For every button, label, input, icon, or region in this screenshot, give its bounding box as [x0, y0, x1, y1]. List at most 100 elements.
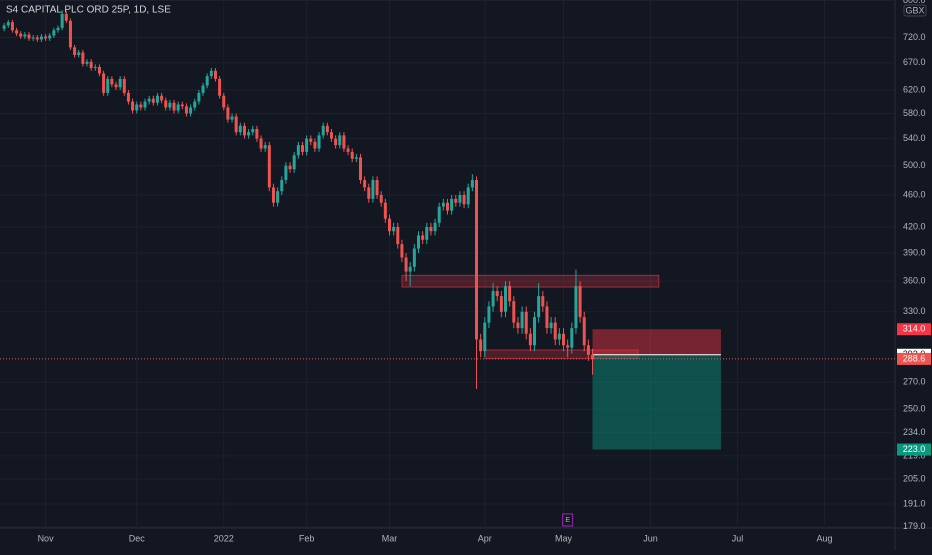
y-tick-label: 460.0 — [903, 189, 926, 199]
candle-body — [10, 22, 14, 31]
candle-body — [2, 25, 6, 29]
candle-body — [512, 301, 516, 323]
candle-body — [329, 132, 333, 139]
candle-body — [458, 194, 462, 203]
candle-body — [574, 286, 578, 329]
candle-body — [582, 317, 586, 346]
x-tick-label: Aug — [817, 533, 833, 543]
y-tick-label: 620.0 — [903, 84, 926, 94]
y-tick-label: 540.0 — [903, 133, 926, 143]
candle-body — [354, 157, 358, 159]
price-label: 288.6 — [903, 353, 926, 363]
price-label-bg — [897, 352, 931, 365]
candle-body — [562, 333, 566, 346]
candle-body — [247, 132, 251, 136]
candle-body — [218, 78, 222, 96]
y-tick-label: 670.0 — [903, 57, 926, 67]
candle-body — [39, 36, 43, 40]
candle-body — [201, 85, 205, 93]
chart-title: S4 CAPITAL PLC ORD 25P, 1D, LSE — [6, 5, 171, 16]
y-tick-label: 270.0 — [903, 377, 926, 387]
candle-body — [48, 35, 52, 39]
candle-body — [425, 226, 429, 240]
candle-body — [255, 128, 259, 139]
candle-body — [288, 165, 292, 170]
candle-body — [383, 202, 387, 219]
candle-body — [516, 322, 520, 329]
candle-body — [470, 180, 474, 188]
candle-body — [56, 27, 60, 31]
candle-body — [23, 34, 27, 37]
candle-body — [155, 95, 159, 103]
candle-body — [483, 322, 487, 352]
y-tick-label: 234.0 — [903, 427, 926, 437]
candle-body — [15, 30, 19, 34]
y-tick-label: 205.0 — [903, 474, 926, 484]
candle-body — [504, 286, 508, 312]
candle-body — [60, 13, 64, 28]
y-tick-label: 500.0 — [903, 160, 926, 170]
candle-body — [242, 125, 246, 136]
candle-body — [106, 78, 110, 93]
candle-body — [131, 101, 135, 111]
candle-body — [300, 145, 304, 152]
candle-body — [197, 92, 201, 102]
candle-body — [412, 248, 416, 267]
candle-body — [437, 206, 441, 223]
candle-body — [379, 194, 383, 203]
x-tick-label: 2022 — [214, 533, 234, 543]
y-tick-label: 390.0 — [903, 247, 926, 257]
candle-body — [305, 138, 309, 152]
candle-body — [77, 52, 81, 56]
price-label: 223.0 — [903, 444, 926, 454]
candle-body — [147, 98, 151, 102]
candle-body — [19, 33, 23, 37]
candle-body — [400, 244, 404, 258]
candle-body — [520, 311, 524, 329]
candle-body — [267, 145, 271, 188]
candle-body — [85, 61, 89, 64]
candle-body — [280, 180, 284, 192]
currency: GBX — [905, 5, 924, 15]
x-tick-label: Jun — [643, 533, 658, 543]
candle-body — [114, 84, 118, 88]
candle-body — [309, 138, 313, 142]
candle-body — [151, 98, 155, 103]
candle-body — [553, 322, 557, 340]
candle-body — [416, 235, 420, 249]
candle-body — [375, 180, 379, 195]
candle-body — [52, 30, 56, 36]
price-label-bg — [897, 323, 931, 336]
candle-body — [524, 311, 528, 334]
candle-body — [276, 191, 280, 203]
candle-body — [371, 180, 375, 199]
candle-body — [259, 138, 263, 149]
candle-body — [64, 13, 68, 21]
candle-body — [475, 180, 479, 340]
candle-body — [358, 157, 362, 181]
candle-body — [586, 345, 590, 355]
y-tick-label: 720.0 — [903, 32, 926, 42]
candle-body — [135, 104, 139, 111]
x-tick-label: Feb — [299, 533, 315, 543]
candle-body — [126, 92, 130, 102]
candle-body — [110, 78, 114, 85]
candle-body — [6, 22, 10, 26]
candle-body — [387, 218, 391, 232]
candle-body — [454, 198, 458, 203]
price-label-bg — [897, 443, 931, 456]
candle-body — [363, 180, 367, 188]
zone — [401, 274, 660, 288]
candle-body — [392, 226, 396, 232]
candle-body — [230, 116, 234, 120]
candle-body — [545, 306, 549, 329]
candle-body — [296, 145, 300, 156]
candle-body — [495, 291, 499, 297]
candle-body — [81, 52, 85, 64]
candle-body — [122, 78, 126, 93]
candle-body — [528, 333, 532, 346]
y-tick-label: 191.0 — [903, 498, 926, 508]
candle-body — [446, 202, 449, 211]
candle-body — [408, 266, 412, 272]
